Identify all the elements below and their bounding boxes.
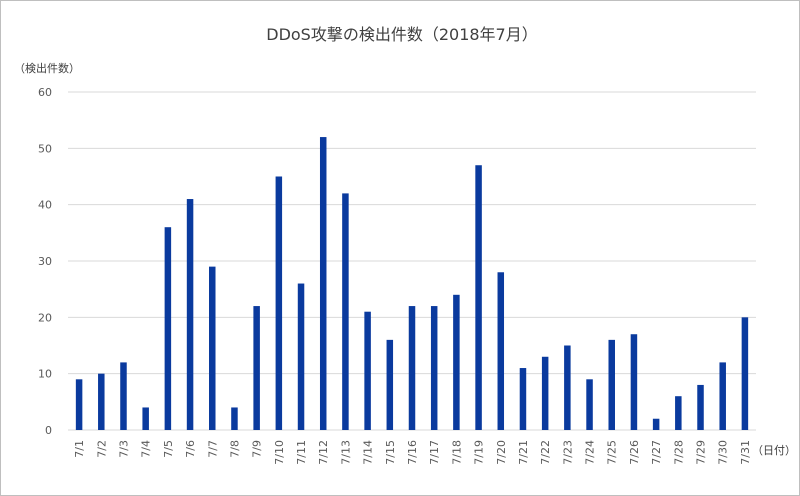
bar-7-25: [608, 339, 615, 430]
x-tick-label: 7/21: [517, 440, 530, 465]
bar-7-26: [630, 334, 638, 430]
gridlines: [68, 91, 756, 431]
bar-7-8: [231, 407, 238, 430]
y-tick-label: 40: [38, 199, 52, 212]
bar-7-10: [275, 176, 283, 430]
bar-7-14: [364, 311, 371, 430]
x-tick-label: 7/13: [339, 440, 352, 465]
bar-7-23: [564, 345, 571, 430]
y-tick-label: 0: [45, 424, 52, 437]
chart-title: DDoS攻撃の検出件数（2018年7月）: [266, 25, 538, 44]
bar-7-15: [386, 339, 394, 430]
bar-7-5: [164, 227, 172, 430]
x-tick-label: 7/9: [251, 440, 264, 458]
x-tick-label: 7/22: [539, 440, 552, 465]
x-tick-label: 7/25: [606, 440, 619, 465]
bar-7-12: [319, 137, 327, 431]
bar-7-18: [453, 294, 460, 430]
bar-7-9: [253, 306, 260, 430]
x-tick-label: 7/31: [739, 440, 752, 465]
bar-7-22: [541, 356, 549, 430]
x-tick-label: 7/8: [228, 440, 241, 458]
x-tick-label: 7/1: [73, 440, 86, 458]
x-tick-label: 7/7: [206, 440, 219, 458]
bar-7-28: [675, 396, 682, 430]
bars: [75, 137, 749, 431]
bar-7-13: [342, 193, 349, 430]
bar-7-2: [98, 373, 105, 430]
y-tick-label: 30: [38, 255, 52, 268]
x-tick-label: 7/29: [695, 440, 708, 465]
bar-7-7: [209, 266, 216, 430]
bar-7-20: [497, 272, 505, 430]
bar-7-24: [586, 379, 593, 430]
y-axis-label: （検出件数）: [14, 61, 80, 75]
x-tick-label: 7/30: [717, 440, 730, 465]
x-tick-label: 7/23: [561, 440, 574, 465]
bar-7-16: [408, 306, 416, 430]
x-tick-label: 7/17: [428, 440, 441, 465]
x-tick-label: 7/18: [450, 440, 463, 465]
x-tick-label: 7/4: [140, 440, 153, 458]
y-tick-label: 50: [38, 142, 52, 155]
x-tick-label: 7/20: [495, 440, 508, 465]
x-tick-label: 7/28: [672, 440, 685, 465]
y-tick-label: 60: [38, 86, 52, 99]
bar-7-30: [719, 362, 726, 430]
x-tick-label: 7/26: [628, 440, 641, 465]
bar-7-27: [652, 418, 660, 430]
bar-7-21: [519, 368, 527, 430]
x-tick-labels: 7/1 7/2 7/3 7/4 7/5 7/6 7/7 7/8 7/9 7/10 7/11 7/12 7…: [73, 440, 752, 465]
bar-7-17: [430, 306, 438, 430]
x-tick-label: 7/19: [473, 440, 486, 465]
y-tick-label: 20: [38, 311, 52, 324]
bar-7-4: [142, 407, 149, 430]
x-tick-label: 7/12: [317, 440, 330, 465]
x-tick-label: 7/16: [406, 440, 419, 465]
bar-7-31: [741, 317, 749, 430]
y-tick-label: 10: [38, 368, 52, 381]
x-tick-label: 7/14: [362, 440, 375, 465]
x-tick-label: 7/5: [162, 440, 175, 458]
x-tick-label: 7/15: [384, 440, 397, 465]
y-tick-labels: 0 10 20 30 40 50 60: [38, 86, 52, 437]
bar-7-29: [697, 384, 704, 430]
bar-7-19: [475, 165, 482, 430]
x-tick-label: 7/27: [650, 440, 663, 465]
bar-7-6: [186, 199, 194, 430]
x-tick-label: 7/24: [584, 440, 597, 465]
bar-7-3: [120, 362, 127, 430]
x-tick-label: 7/3: [117, 440, 130, 458]
x-tick-label: 7/10: [273, 440, 286, 465]
bar-7-11: [297, 283, 305, 430]
bar-7-1: [75, 379, 83, 430]
x-tick-label: 7/6: [184, 440, 197, 458]
x-tick-label: 7/2: [95, 440, 108, 458]
x-axis-label: （日付）: [752, 444, 796, 457]
x-tick-label: 7/11: [295, 440, 308, 465]
